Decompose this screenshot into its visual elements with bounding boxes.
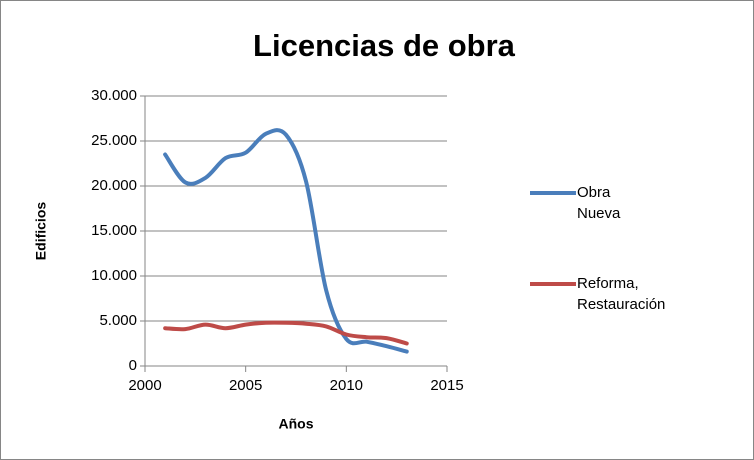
y-tick-label: 25.000 (91, 132, 137, 149)
x-tick-label: 2005 (229, 377, 262, 394)
chart-title: Licencias de obra (253, 28, 516, 63)
x-tick-label: 2015 (430, 377, 463, 394)
legend-label: Obra Nueva (577, 184, 621, 222)
x-tick-label: 2000 (128, 377, 161, 394)
x-tick-label: 2010 (330, 377, 363, 394)
y-tick-label: 30.000 (91, 87, 137, 104)
y-tick-label: 10.000 (91, 267, 137, 284)
y-tick-label: 20.000 (91, 177, 137, 194)
series-line (163, 320, 409, 346)
series-line (163, 128, 409, 354)
y-tick-label: 5.000 (99, 312, 137, 329)
y-tick-label: 15.000 (91, 222, 137, 239)
y-axis-title: Edificios (33, 202, 49, 261)
y-tick-label: 0 (129, 357, 137, 374)
legend-label: Reforma, Restauración (577, 275, 665, 313)
x-axis-title: Años (279, 416, 314, 432)
